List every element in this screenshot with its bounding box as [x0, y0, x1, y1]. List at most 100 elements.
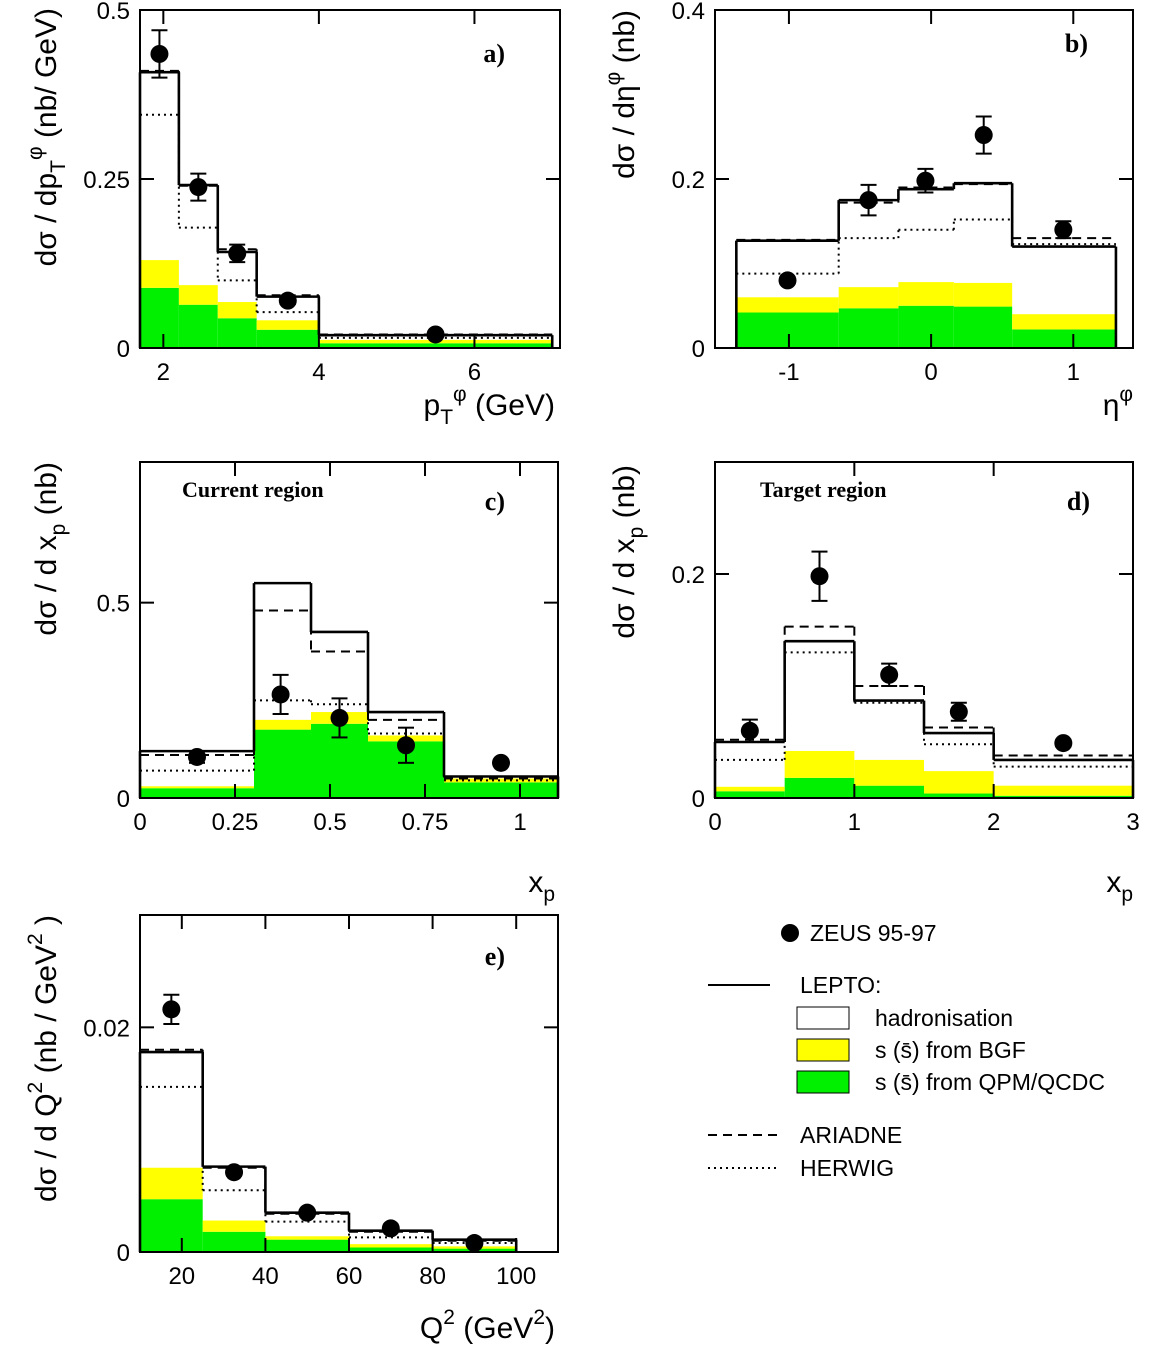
x-tick-label: 1 [513, 809, 526, 836]
band-bar [256, 320, 319, 330]
x-axis-label: pTφ (GeV) [424, 383, 556, 429]
data-point [188, 747, 206, 766]
x-tick-label: 0 [708, 809, 721, 836]
x-tick-label: 4 [312, 359, 325, 386]
label-part: dσ / d x [30, 535, 63, 635]
band-bar [953, 306, 1013, 348]
label-part: 2 [443, 1306, 455, 1329]
x-tick-label: 6 [468, 359, 481, 386]
label-part: 2 [24, 933, 47, 945]
band-bar [140, 1167, 203, 1200]
label-part: (nb) [608, 10, 641, 72]
label-part: η [1103, 389, 1120, 422]
legend-label: LEPTO: [800, 972, 881, 998]
label-part: φ [602, 72, 625, 86]
x-tick-label: 1 [1067, 359, 1080, 386]
label-part: 2 [24, 1082, 47, 1094]
band-bar [1012, 314, 1116, 330]
panel-label: e) [485, 942, 505, 971]
x-tick-label: 0.5 [313, 809, 346, 836]
data-point [189, 178, 208, 197]
y-axis-label: dσ / dηφ (nb) [602, 10, 641, 179]
data-point [949, 702, 968, 721]
x-axis-label: Q2 (GeV2) [420, 1306, 555, 1345]
band-bar [444, 778, 558, 783]
band-bar [715, 786, 785, 792]
legend-label: ARIADNE [800, 1122, 902, 1148]
legend-label: HERWIG [800, 1155, 894, 1181]
plot-frame [139, 461, 559, 799]
x-tick-label: 2 [157, 359, 170, 386]
data-point [278, 291, 297, 310]
x-tick-label: 0 [133, 809, 146, 836]
data-point [271, 685, 290, 704]
label-part: x [528, 866, 543, 899]
band-bar [140, 1199, 203, 1252]
label-part: φ [453, 383, 467, 406]
band-bar [217, 318, 257, 348]
label-part: (nb) [30, 462, 63, 524]
data-point [859, 191, 878, 210]
band-bar [715, 791, 785, 798]
x-tick-label: 40 [252, 1263, 279, 1290]
label-part: φ [1119, 383, 1133, 406]
label-part: p [543, 883, 555, 906]
x-tick-label: 0.25 [212, 809, 259, 836]
y-tick-label: 0.5 [97, 0, 130, 25]
data-point [492, 753, 510, 772]
x-tick-label: 2 [987, 809, 1000, 836]
band-bar [924, 771, 994, 794]
y-tick-label: 0.02 [83, 1015, 130, 1042]
panel-label: c) [485, 487, 505, 516]
label-part: dσ / d Q [30, 1093, 63, 1202]
y-axis-label: dσ / dpTφ (nb/ GeV) [24, 8, 70, 266]
data-point [1054, 220, 1073, 239]
legend-label: hadronisation [875, 1005, 1013, 1031]
band-bar [349, 1247, 433, 1252]
data-point [880, 665, 899, 684]
data-point [397, 736, 415, 755]
band-bar [953, 282, 1013, 307]
y-axis-label: dσ / d Q2 (nb / GeV2 ) [24, 915, 63, 1202]
label-part: p [625, 527, 648, 539]
data-point [298, 1203, 317, 1222]
band-bar [993, 795, 1133, 798]
data-point [778, 271, 797, 290]
label-part: φ [24, 146, 47, 160]
band-bar [318, 343, 553, 348]
data-point [162, 1000, 181, 1019]
y-axis-label: dσ / d xp (nb) [608, 465, 648, 639]
legend-marker [781, 924, 799, 942]
band-bar [838, 287, 899, 309]
band-bar [444, 782, 558, 798]
label-part: p [1121, 883, 1133, 906]
label-part: T [440, 406, 453, 429]
band-bar [140, 788, 254, 798]
data-point [810, 567, 829, 586]
band-bar [854, 759, 924, 786]
band-bar [217, 302, 257, 319]
band-bar [838, 308, 899, 348]
band-bar [178, 304, 218, 348]
x-tick-label: 1 [848, 809, 861, 836]
data-point [330, 708, 349, 727]
label-part: ) [30, 915, 63, 933]
x-tick-label: 3 [1126, 809, 1139, 836]
data-point [228, 244, 247, 263]
legend-label: s (s̄) from QPM/QCDC [875, 1069, 1105, 1095]
band-bar [784, 750, 855, 778]
label-part: (GeV) [467, 389, 555, 422]
data-point [225, 1163, 244, 1182]
data-point [150, 44, 169, 63]
band-bar [784, 777, 855, 798]
label-part: 2 [533, 1306, 545, 1329]
y-tick-label: 0 [117, 786, 130, 813]
legend-swatch [796, 1006, 850, 1030]
y-tick-label: 0.4 [672, 0, 705, 25]
plot-frame [714, 461, 1134, 799]
label-part: T [47, 160, 70, 173]
label-part: (nb) [608, 465, 641, 527]
band-bar [254, 719, 311, 730]
band-bar [178, 285, 218, 305]
panel-label: d) [1067, 487, 1090, 516]
